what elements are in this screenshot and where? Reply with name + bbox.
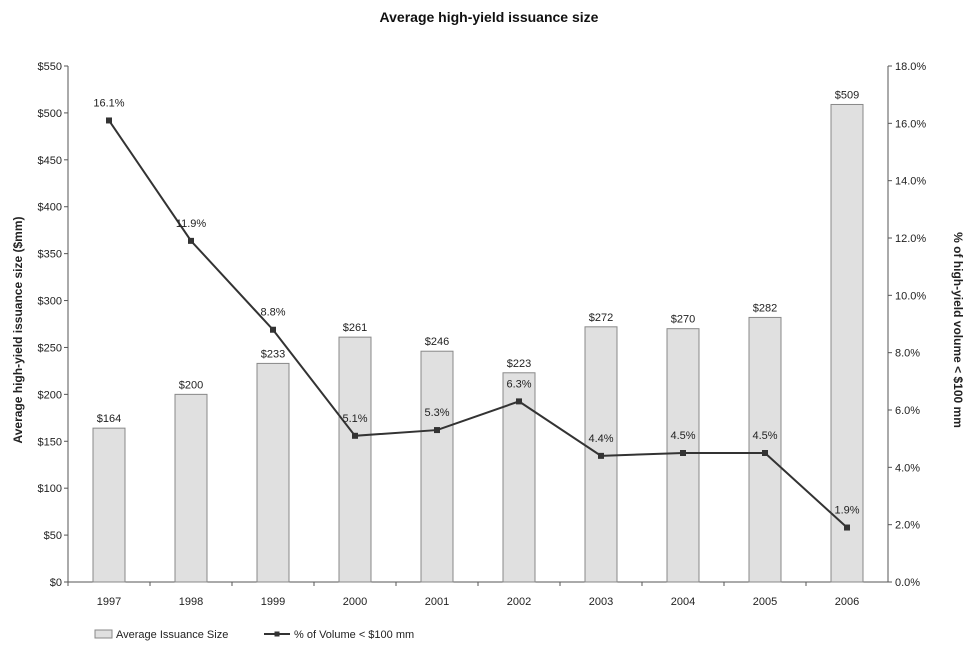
x-tick-label: 1997: [97, 596, 121, 608]
y-tick-label: $550: [38, 61, 62, 73]
y-tick-label: $50: [44, 530, 62, 542]
x-tick-label: 2006: [835, 596, 859, 608]
y2-tick-label: 10.0%: [895, 290, 926, 302]
y-tick-label: $0: [50, 577, 62, 589]
line-value-label: 1.9%: [834, 505, 859, 517]
y2-tick-label: 14.0%: [895, 176, 926, 188]
bar: [748, 316, 782, 583]
line-marker: [270, 326, 276, 333]
bar: [338, 336, 372, 583]
bar: [256, 362, 290, 583]
line-value-label: 4.5%: [670, 430, 695, 442]
bar-value-label: $233: [261, 348, 285, 360]
line-value-label: 8.8%: [260, 307, 285, 319]
line-marker: [106, 117, 112, 124]
data-labels: $164 $200 $233 $261 $246 $223 $272 $270 $282 $509…: [93, 89, 859, 516]
x-tick-label: 1998: [179, 596, 203, 608]
line-marker: [844, 524, 850, 531]
line-marker: [680, 450, 686, 456]
line-value-label: 16.1%: [93, 97, 124, 109]
y-tick-label: $100: [38, 483, 62, 495]
y2-tick-label: 16.0%: [895, 118, 926, 130]
y2-tick-label: 6.0%: [895, 405, 920, 417]
bar: [92, 427, 126, 583]
y-tick-label: $450: [38, 155, 62, 167]
legend: Average Issuance Size % of Volume < $100…: [94, 629, 414, 641]
x-tick-label: 2002: [507, 596, 531, 608]
y2-tick-label: 18.0%: [895, 61, 926, 73]
y-tick-label: $150: [38, 436, 62, 448]
x-tick-label: 2004: [671, 596, 695, 608]
y-tick-label: $300: [38, 296, 62, 308]
line-marker: [434, 427, 440, 434]
y2-tick-label: 4.0%: [895, 462, 920, 474]
y2-tick-label: 0.0%: [895, 577, 920, 589]
line-value-label: 11.9%: [176, 218, 207, 230]
bar-value-label: $223: [507, 358, 531, 370]
bar-value-label: $270: [671, 314, 695, 326]
bar-value-label: $200: [179, 379, 203, 391]
bar-value-label: $261: [343, 322, 367, 334]
x-tick-label: 2001: [425, 596, 449, 608]
x-tick-label: 1999: [261, 596, 285, 608]
line-series: [106, 117, 850, 531]
legend-bar-swatch: [94, 629, 113, 639]
line-marker: [516, 398, 522, 405]
y2-tick-label: 12.0%: [895, 233, 926, 245]
line-value-label: 5.3%: [424, 407, 449, 419]
x-tick-label: 2003: [589, 596, 613, 608]
line-marker: [598, 452, 604, 459]
bar-value-label: $282: [753, 302, 777, 314]
y-tick-label: $350: [38, 249, 62, 261]
bar: [420, 350, 454, 583]
bar: [830, 103, 864, 583]
axes: $0 $50 $100 $150 $200 $250 $300 $350 $400 $450 $50…: [38, 61, 927, 608]
right-axis-label: % of high-yield volume < $100 mm: [951, 232, 965, 428]
legend-line-label: % of Volume < $100 mm: [294, 629, 414, 641]
bar-series: [92, 103, 864, 583]
y-axis-title: Average high-yield issuance size ($mm): [11, 217, 25, 444]
line-value-label: 4.5%: [752, 430, 777, 442]
x-tick-label: 2000: [343, 596, 367, 608]
bar: [174, 393, 208, 583]
line-marker: [352, 432, 358, 439]
line-value-label: 4.4%: [588, 433, 613, 445]
line-value-label: 5.1%: [342, 413, 367, 425]
line-marker: [762, 450, 768, 456]
y2-tick-label: 8.0%: [895, 348, 920, 360]
left-axis-label: Average high-yield issuance size ($mm): [11, 217, 25, 444]
y-tick-label: $250: [38, 342, 62, 354]
legend-bar-label: Average Issuance Size: [116, 629, 228, 641]
y2-axis-title: % of high-yield volume < $100 mm: [951, 232, 965, 428]
chart-title: Average high-yield issuance size: [380, 9, 599, 25]
bar-value-label: $509: [835, 89, 859, 101]
bar-value-label: $246: [425, 336, 449, 348]
y2-tick-label: 2.0%: [895, 520, 920, 532]
x-tick-label: 2005: [753, 596, 777, 608]
y-tick-label: $200: [38, 389, 62, 401]
y-tick-label: $500: [38, 108, 62, 120]
line-path: [108, 119, 848, 529]
line-marker: [188, 237, 194, 244]
line-value-label: 6.3%: [506, 378, 531, 390]
bar-value-label: $272: [589, 312, 613, 324]
bar-value-label: $164: [97, 413, 121, 425]
y-tick-label: $400: [38, 202, 62, 214]
legend-line-marker: [274, 631, 280, 637]
